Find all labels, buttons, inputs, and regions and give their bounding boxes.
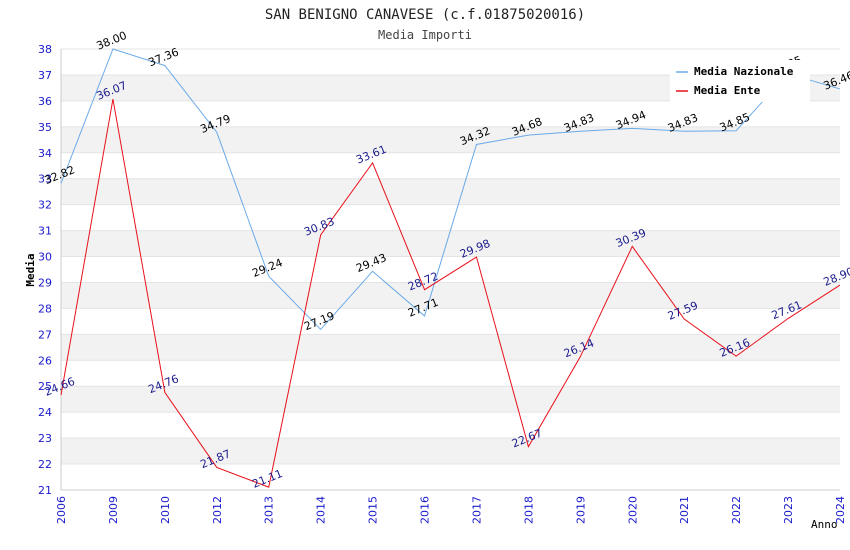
grid-band [61,360,840,387]
x-tick-label: 2012 [211,496,224,524]
y-tick-label: 21 [38,484,52,497]
x-tick-label: 2024 [834,496,847,524]
y-tick-label: 34 [38,147,52,160]
grid-band [61,178,840,205]
x-tick-label: 2009 [107,496,120,524]
series-lines [60,48,841,488]
legend-box [670,60,810,102]
x-tick-label: 2016 [419,496,432,524]
x-tick-label: 2023 [782,496,795,524]
y-tick-label: 35 [38,121,52,134]
grid-band [61,308,840,335]
y-tick-label: 28 [38,302,52,315]
y-tick-label: 27 [38,328,52,341]
x-tick-label: 2014 [315,496,328,524]
y-tick-label: 30 [38,251,52,264]
x-tick-label: 2017 [470,496,483,524]
x-tick-label: 2022 [730,496,743,524]
y-tick-labels: 21 22 23 24 25 26 27 28 29 30 31 32 33 34 35 36 37 38 [38,43,52,497]
x-tick-label: 2015 [367,496,380,524]
y-axis-label: Media [24,253,37,286]
series-line-media-ente [60,98,841,488]
x-tick-label: 2013 [263,496,276,524]
legend-label-media-nazionale: Media Nazionale [694,65,794,78]
y-tick-label: 23 [38,432,52,445]
x-axis-label: Anno [811,518,838,531]
series-line-media-nazionale [60,48,841,331]
x-tick-label: 2019 [574,496,587,524]
grid-band [61,386,840,413]
y-tick-label: 24 [38,406,52,419]
grid-band [61,282,840,309]
grid-band [61,464,840,490]
x-tick-label: 2018 [522,496,535,524]
y-tick-label: 26 [38,354,52,367]
grid-band [61,230,840,257]
y-tick-label: 32 [38,199,52,212]
grid-band [61,438,840,465]
grid-band [61,100,840,127]
x-tick-label: 2020 [626,496,639,524]
grid-band [61,412,840,439]
y-tick-label: 29 [38,276,52,289]
grid-bands [61,49,840,490]
legend: Media Nazionale Media Ente [670,60,810,102]
grid-band [61,152,840,179]
x-tick-labels: 2006 2009 2010 2012 2013 2014 2015 2016 2017 2018… [55,496,847,524]
y-tick-label: 38 [38,43,52,56]
x-tick-label: 2006 [55,496,68,524]
grid-band [61,334,840,361]
chart-title: SAN BENIGNO CANAVESE (c.f.01875020016) [265,7,585,23]
grid-band [61,204,840,231]
legend-label-media-ente: Media Ente [694,84,761,97]
y-tick-label: 25 [38,380,52,393]
chart-subtitle: Media Importi [378,28,472,42]
y-tick-label: 31 [38,225,52,238]
y-tick-label: 22 [38,458,52,471]
grid-band [61,256,840,283]
y-tick-label: 37 [38,69,52,82]
y-tick-label: 33 [38,173,52,186]
x-tick-label: 2021 [678,496,691,524]
y-tick-label: 36 [38,95,52,108]
x-tick-label: 2010 [159,496,172,524]
